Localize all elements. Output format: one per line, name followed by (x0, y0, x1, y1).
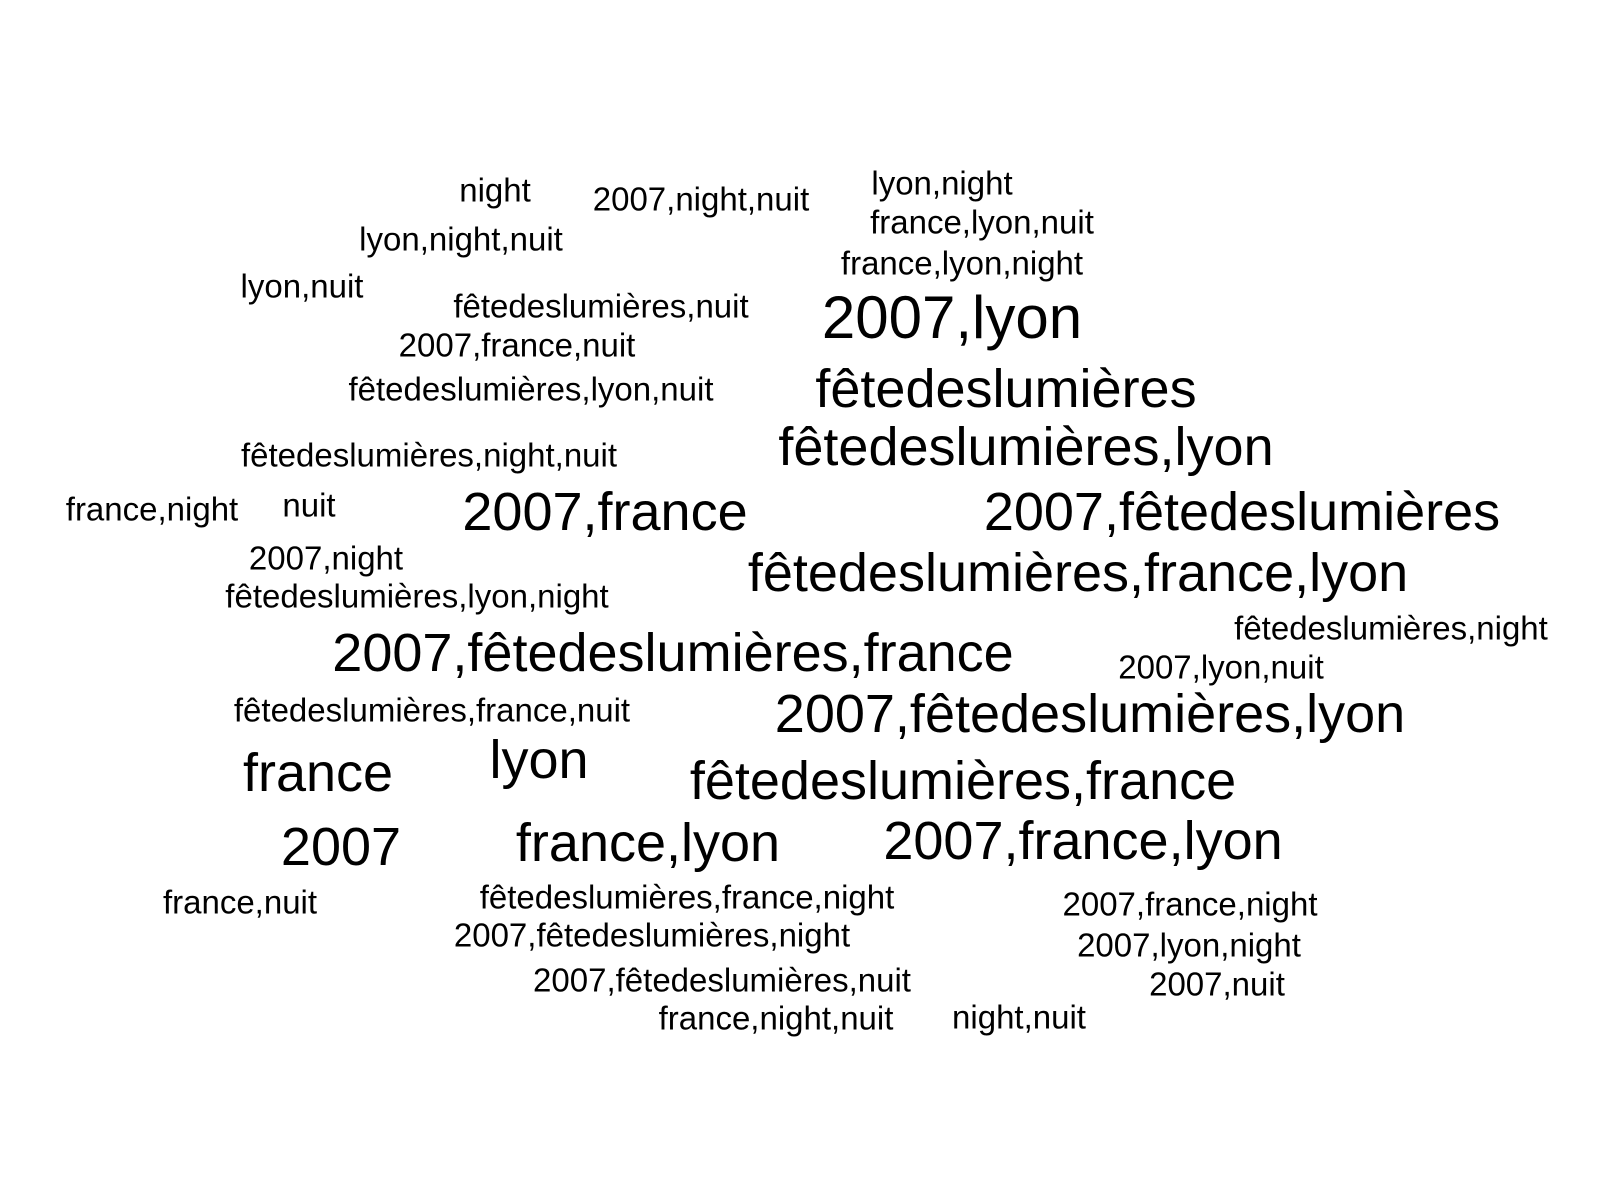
cloud-word: nuit (282, 486, 336, 524)
cloud-word: 2007,fêtedeslumières,nuit (533, 961, 911, 999)
cloud-word: lyon,night (871, 164, 1013, 202)
cloud-word: fêtedeslumières,night,nuit (240, 436, 618, 474)
cloud-word: 2007,france (462, 482, 748, 542)
cloud-word: 2007,lyon,nuit (1118, 648, 1324, 686)
cloud-word: fêtedeslumières,lyon,nuit (348, 370, 714, 408)
cloud-word: 2007,lyon (821, 284, 1083, 351)
cloud-word: lyon,night,nuit (359, 220, 563, 258)
cloud-word: lyon,nuit (240, 267, 364, 305)
cloud-word: france,nuit (162, 883, 318, 921)
cloud-word: fêtedeslumières,night (1234, 609, 1548, 647)
cloud-word: 2007,nuit (1149, 965, 1285, 1003)
cloud-word: fêtedeslumières,france,nuit (233, 691, 631, 729)
cloud-word: 2007,fêtedeslumières,lyon (774, 684, 1406, 744)
cloud-word: lyon (489, 730, 589, 790)
cloud-word: france,lyon,nuit (870, 203, 1094, 241)
cloud-word: france,lyon (515, 813, 781, 873)
cloud-word: france,lyon,night (840, 244, 1084, 282)
cloud-word: fêtedeslumières,france (689, 751, 1237, 811)
cloud-word: 2007,night (248, 539, 404, 577)
cloud-word: 2007,france,night (1062, 885, 1318, 923)
cloud-word: fêtedeslumières,lyon (778, 417, 1274, 477)
cloud-word: france,night,nuit (658, 999, 894, 1037)
cloud-word: night,nuit (952, 998, 1086, 1036)
cloud-word: 2007 (280, 817, 402, 877)
cloud-word: france,night (65, 490, 239, 528)
cloud-word: 2007,france,nuit (398, 326, 636, 364)
cloud-word: night (459, 171, 531, 209)
cloud-word: 2007,fêtedeslumières,night (453, 916, 851, 954)
cloud-word: 2007,lyon,night (1077, 926, 1301, 964)
cloud-word: fêtedeslumières,france,lyon (747, 543, 1409, 603)
cloud-word: france (242, 743, 394, 803)
cloud-word: 2007,fêtedeslumières,france (332, 623, 1014, 683)
cloud-word: 2007,night,nuit (592, 180, 810, 218)
cloud-word: 2007,france,lyon (883, 811, 1283, 871)
cloud-word: fêtedeslumières,france,night (479, 878, 895, 916)
cloud-word: fêtedeslumières (815, 359, 1197, 419)
cloud-word: fêtedeslumières,lyon,night (225, 577, 609, 615)
cloud-word: 2007,fêtedeslumières (983, 482, 1501, 542)
cloud-word: fêtedeslumières,nuit (453, 287, 749, 325)
